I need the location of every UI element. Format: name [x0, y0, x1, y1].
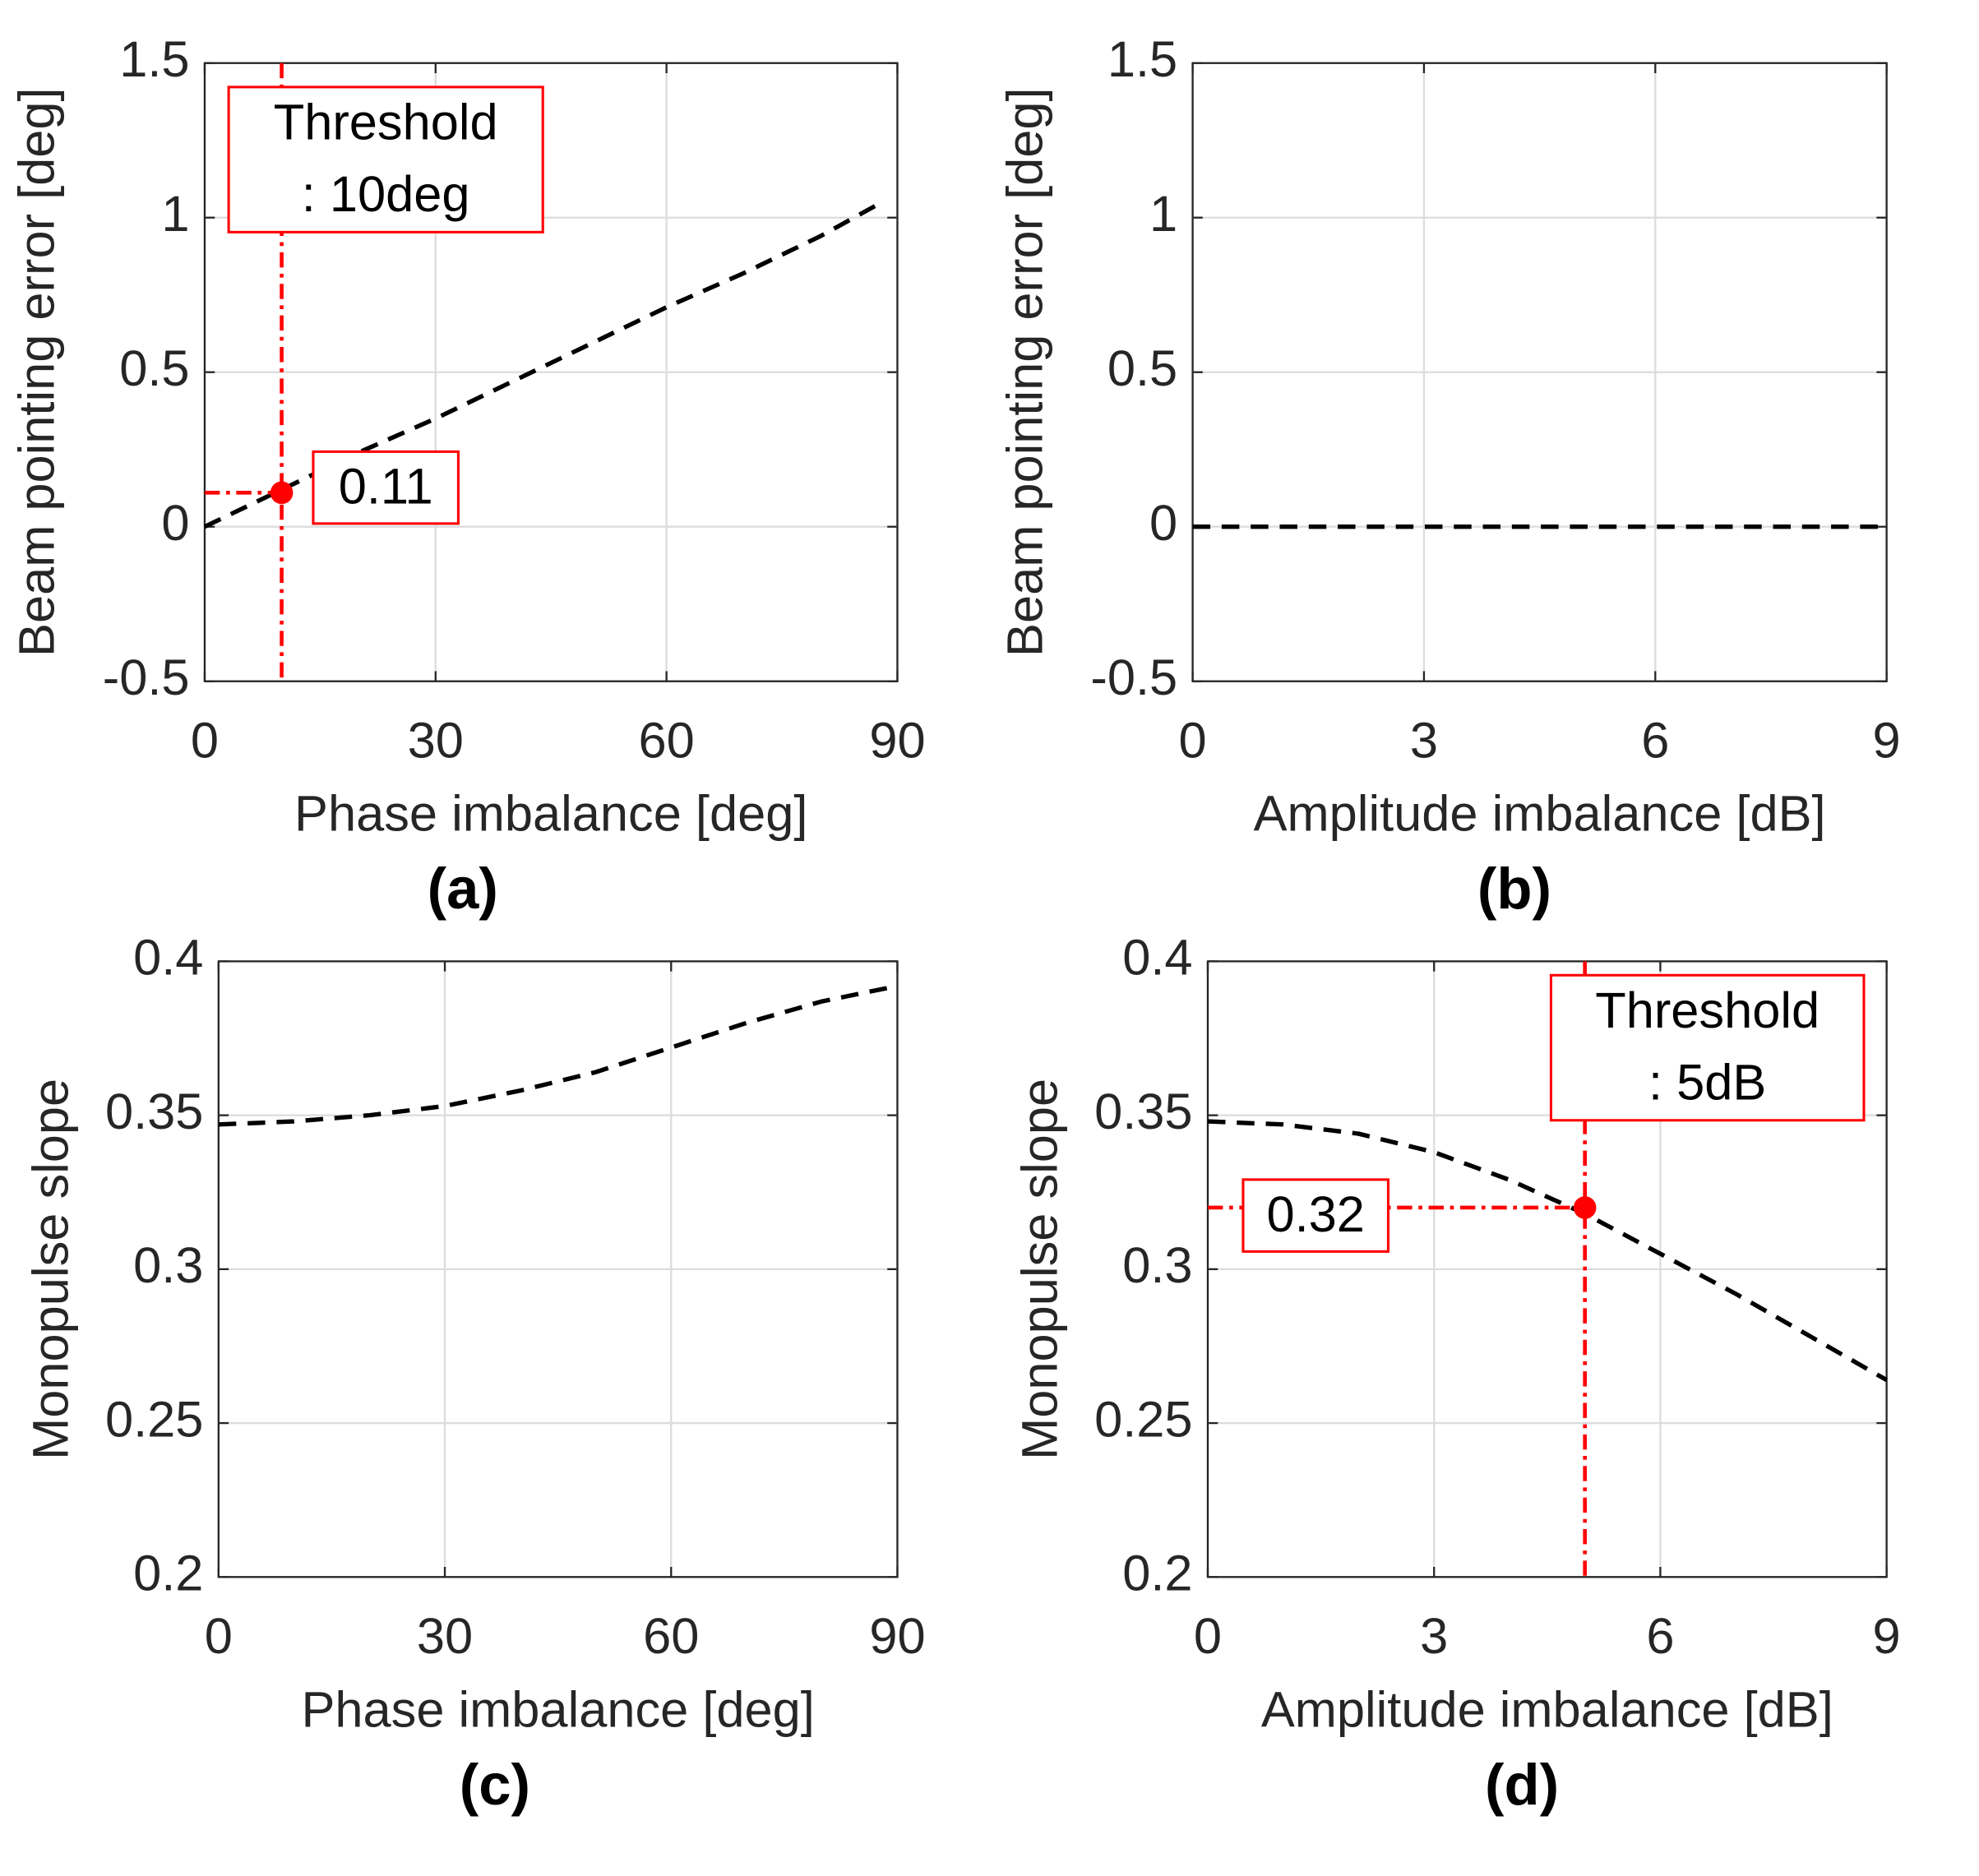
x-tick-label: 9: [1873, 1608, 1901, 1665]
threshold-label: : 5dB: [1648, 1055, 1766, 1111]
x-axis-label: Phase imbalance [deg]: [294, 786, 807, 843]
y-tick-label: 0.3: [1122, 1237, 1192, 1294]
panel-caption: (a): [428, 856, 498, 921]
x-tick-label: 3: [1410, 713, 1438, 769]
y-tick-label: 1: [1149, 186, 1177, 243]
value-label: 0.32: [1266, 1186, 1364, 1243]
y-axis-label: Beam pointing error [deg]: [996, 87, 1053, 657]
x-tick-label: 0: [191, 713, 219, 769]
y-tick-label: 0.4: [133, 930, 203, 987]
plot-frame: [203, 62, 899, 682]
y-tick-label: 0.35: [105, 1084, 203, 1140]
y-tick-label: 0: [161, 495, 189, 552]
x-axis-label: Amplitude imbalance [dB]: [1261, 1681, 1833, 1738]
y-tick-label: 0.35: [1094, 1084, 1192, 1140]
y-tick-label: -0.5: [103, 649, 190, 706]
value-label: 0.11: [339, 458, 433, 515]
x-tick-label: 30: [417, 1608, 473, 1665]
threshold-label: : 10deg: [302, 166, 470, 223]
y-tick-label: 0.2: [1122, 1546, 1192, 1602]
marker-point: [270, 481, 294, 505]
x-tick-label: 60: [643, 1608, 699, 1665]
y-tick-label: 1.5: [1107, 31, 1177, 88]
marker-point: [1573, 1196, 1597, 1219]
x-tick-label: 0: [205, 1608, 233, 1665]
x-tick-label: 90: [869, 1608, 925, 1665]
y-axis-label: Monopulse slope: [23, 1079, 80, 1460]
x-tick-label: 90: [869, 713, 925, 769]
x-tick-label: 0: [1194, 1608, 1222, 1665]
data-line: [1207, 1119, 1888, 1382]
panel-caption: (d): [1485, 1752, 1559, 1817]
value-box: [1241, 1178, 1389, 1253]
x-tick-label: 0: [1179, 713, 1207, 769]
x-tick-label: 30: [408, 713, 464, 769]
x-tick-label: 60: [638, 713, 694, 769]
y-tick-label: 0: [1149, 495, 1177, 552]
panel-caption: (c): [460, 1752, 530, 1817]
y-tick-label: 0.3: [133, 1237, 203, 1294]
x-tick-label: 6: [1641, 713, 1669, 769]
y-tick-label: 0.5: [119, 340, 189, 397]
y-axis-label: Beam pointing error [deg]: [9, 87, 66, 657]
y-tick-label: 0.4: [1122, 930, 1192, 987]
y-tick-label: 0.2: [133, 1546, 203, 1602]
value-box: [312, 450, 460, 525]
threshold-label: Threshold: [1595, 982, 1819, 1039]
y-tick-label: -0.5: [1090, 649, 1177, 706]
y-tick-label: 0.25: [1094, 1391, 1192, 1448]
plot-frame: [217, 960, 899, 1578]
y-tick-label: 0.5: [1107, 340, 1177, 397]
threshold-box: [227, 85, 544, 233]
x-tick-label: 3: [1420, 1608, 1448, 1665]
threshold-box: [1549, 973, 1866, 1122]
x-axis-label: Amplitude imbalance [dB]: [1254, 786, 1826, 843]
y-axis-label: Monopulse slope: [1012, 1079, 1069, 1460]
x-axis-label: Phase imbalance [deg]: [301, 1681, 814, 1738]
y-tick-label: 1: [161, 186, 189, 243]
x-tick-label: 9: [1873, 713, 1901, 769]
panel-caption: (b): [1477, 856, 1551, 921]
plot-frame: [1206, 960, 1888, 1578]
x-tick-label: 6: [1646, 1608, 1674, 1665]
y-tick-label: 1.5: [119, 31, 189, 88]
plot-frame: [1191, 62, 1888, 682]
threshold-label: Threshold: [274, 95, 498, 151]
y-tick-label: 0.25: [105, 1391, 203, 1448]
